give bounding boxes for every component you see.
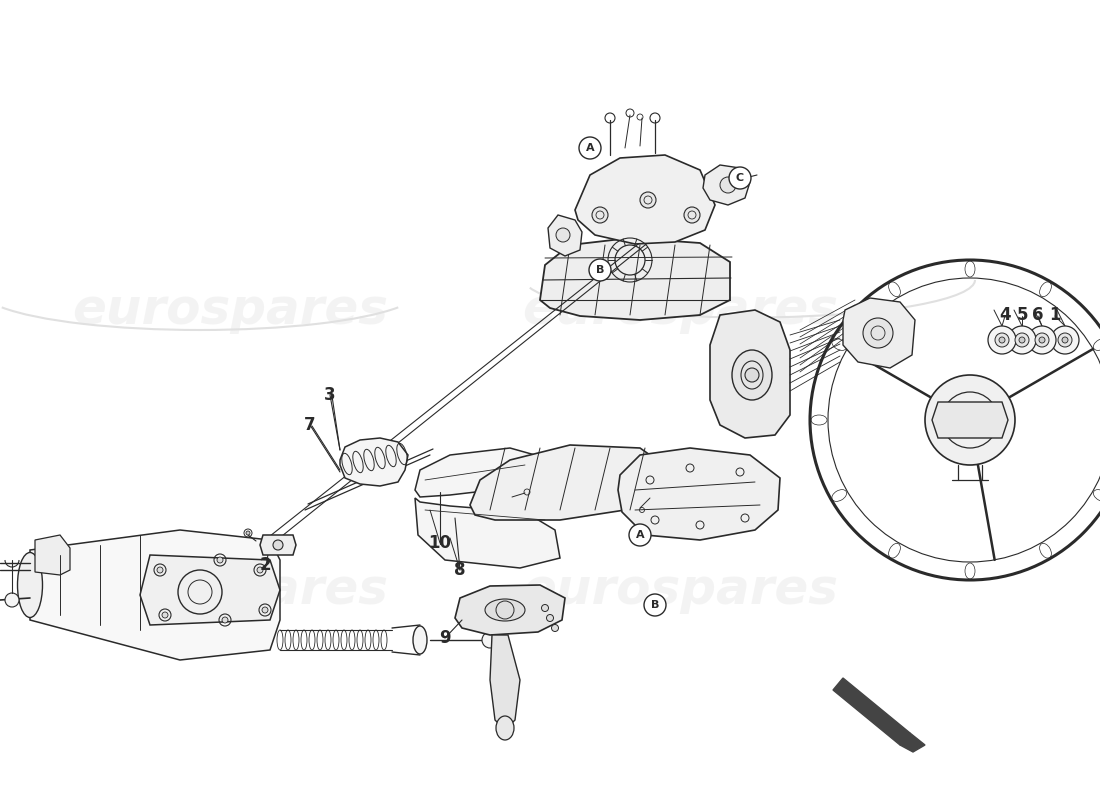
Circle shape (644, 594, 666, 616)
Text: B: B (651, 600, 659, 610)
Circle shape (547, 614, 553, 622)
Polygon shape (470, 445, 660, 520)
Polygon shape (833, 678, 910, 745)
Circle shape (1015, 333, 1028, 347)
Ellipse shape (496, 716, 514, 740)
Text: 4: 4 (999, 306, 1011, 324)
Text: 5: 5 (1016, 306, 1027, 324)
Text: eurospares: eurospares (72, 566, 388, 614)
Circle shape (162, 612, 168, 618)
Circle shape (246, 531, 250, 535)
Polygon shape (618, 448, 780, 540)
Text: 3: 3 (324, 386, 336, 404)
Circle shape (745, 368, 759, 382)
Polygon shape (415, 448, 535, 497)
Circle shape (1019, 337, 1025, 343)
Circle shape (720, 177, 736, 193)
Circle shape (551, 625, 559, 631)
Circle shape (157, 567, 163, 573)
Circle shape (257, 567, 263, 573)
Circle shape (864, 318, 893, 348)
Polygon shape (575, 155, 715, 244)
Circle shape (996, 333, 1009, 347)
Ellipse shape (18, 553, 43, 618)
Text: 10: 10 (429, 534, 451, 552)
Circle shape (925, 375, 1015, 465)
Circle shape (1062, 337, 1068, 343)
Polygon shape (260, 535, 296, 555)
Polygon shape (932, 402, 1008, 438)
Text: eurospares: eurospares (72, 286, 388, 334)
Text: A: A (585, 143, 594, 153)
Ellipse shape (412, 626, 427, 654)
Circle shape (482, 632, 498, 648)
Text: 2: 2 (260, 556, 271, 574)
Text: eurospares: eurospares (522, 566, 838, 614)
Circle shape (684, 207, 700, 223)
Circle shape (1035, 333, 1049, 347)
Polygon shape (710, 310, 790, 438)
Polygon shape (548, 215, 582, 256)
Circle shape (988, 326, 1016, 354)
Text: 9: 9 (439, 629, 451, 647)
Ellipse shape (732, 350, 772, 400)
Circle shape (592, 207, 608, 223)
Circle shape (1008, 326, 1036, 354)
Polygon shape (35, 535, 70, 575)
Polygon shape (843, 298, 915, 368)
Circle shape (6, 593, 19, 607)
Polygon shape (540, 238, 730, 320)
Circle shape (1050, 326, 1079, 354)
Polygon shape (140, 555, 280, 625)
Text: B: B (596, 265, 604, 275)
Polygon shape (415, 498, 560, 568)
Text: A: A (636, 530, 645, 540)
Text: C: C (736, 173, 744, 183)
Circle shape (640, 192, 656, 208)
Circle shape (1040, 337, 1045, 343)
Polygon shape (900, 733, 925, 752)
Circle shape (1058, 333, 1072, 347)
Polygon shape (455, 585, 565, 635)
Circle shape (541, 605, 549, 611)
Circle shape (1028, 326, 1056, 354)
Circle shape (222, 617, 228, 623)
Polygon shape (703, 165, 750, 205)
Text: 1: 1 (1049, 306, 1060, 324)
Circle shape (556, 228, 570, 242)
Ellipse shape (485, 599, 525, 621)
Circle shape (629, 524, 651, 546)
Text: 6: 6 (1032, 306, 1044, 324)
Circle shape (262, 607, 268, 613)
Text: 8: 8 (454, 561, 465, 579)
Circle shape (588, 259, 610, 281)
Circle shape (273, 540, 283, 550)
Polygon shape (340, 438, 408, 486)
Circle shape (217, 557, 223, 563)
Polygon shape (30, 530, 280, 660)
Circle shape (729, 167, 751, 189)
Text: eurospares: eurospares (522, 286, 838, 334)
Circle shape (579, 137, 601, 159)
Circle shape (999, 337, 1005, 343)
Text: 7: 7 (305, 416, 316, 434)
Polygon shape (490, 635, 520, 730)
